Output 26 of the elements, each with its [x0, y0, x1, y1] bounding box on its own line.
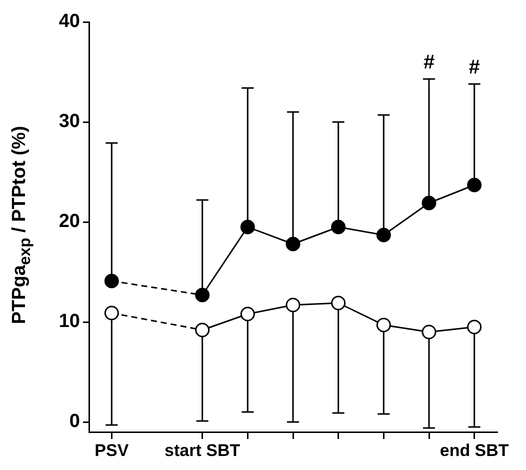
annotation: # [468, 56, 480, 79]
point [467, 320, 482, 334]
point [331, 296, 346, 310]
point [240, 220, 255, 234]
point [104, 274, 119, 288]
y-tick-label: 20 [58, 211, 80, 232]
point [422, 324, 436, 340]
point [104, 306, 119, 320]
point [195, 288, 210, 302]
point [286, 298, 300, 312]
point [331, 220, 346, 234]
point [422, 196, 436, 210]
y-tick-label: 0 [69, 411, 80, 432]
point [376, 318, 391, 332]
point [240, 306, 255, 322]
y-tick-label: 40 [58, 11, 80, 32]
y-tick-label: 10 [58, 311, 80, 332]
point [286, 236, 300, 252]
x-tick-label: end SBT [440, 440, 510, 460]
point [376, 228, 391, 242]
y-tick-label: 30 [58, 111, 80, 132]
point [195, 322, 210, 338]
point [467, 178, 482, 192]
annotation: # [423, 52, 435, 74]
x-tick-label: PSV [94, 440, 130, 460]
x-tick-label: start SBT [164, 440, 241, 460]
